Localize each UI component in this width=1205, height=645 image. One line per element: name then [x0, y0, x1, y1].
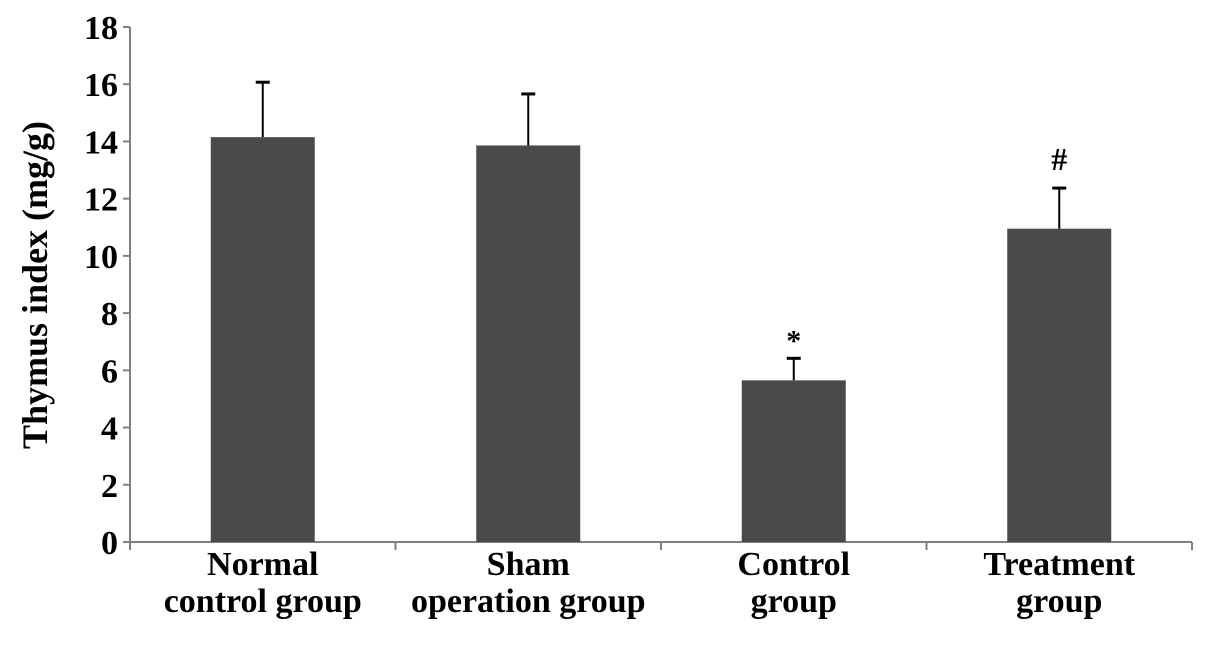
x-tick-label: Control [737, 546, 850, 583]
y-tick-label: 12 [84, 182, 118, 219]
significance-marker: # [1051, 141, 1067, 177]
y-tick-label: 14 [84, 124, 118, 161]
bar [476, 145, 581, 542]
bar [210, 137, 315, 542]
x-tick-label: Treatment [983, 546, 1135, 583]
significance-marker: * [786, 324, 801, 357]
x-tick-label: group [751, 583, 837, 620]
y-tick-label: 6 [101, 353, 118, 390]
x-tick-label: control group [164, 583, 362, 620]
y-tick-label: 18 [84, 10, 118, 47]
y-tick-label: 2 [101, 468, 118, 505]
bar [1007, 228, 1112, 543]
y-tick-label: 16 [84, 67, 118, 104]
bar [741, 380, 846, 542]
x-tick-label: operation group [411, 583, 646, 620]
y-tick-label: 0 [101, 525, 118, 562]
y-tick-label: 4 [101, 411, 118, 448]
x-tick-label: Sham [487, 546, 570, 583]
y-tick-label: 10 [84, 239, 118, 276]
y-axis-label: Thymus index (mg/g) [15, 121, 55, 449]
x-tick-label: group [1016, 583, 1102, 620]
y-tick-label: 8 [101, 296, 118, 333]
x-tick-label: Normal [207, 546, 318, 583]
